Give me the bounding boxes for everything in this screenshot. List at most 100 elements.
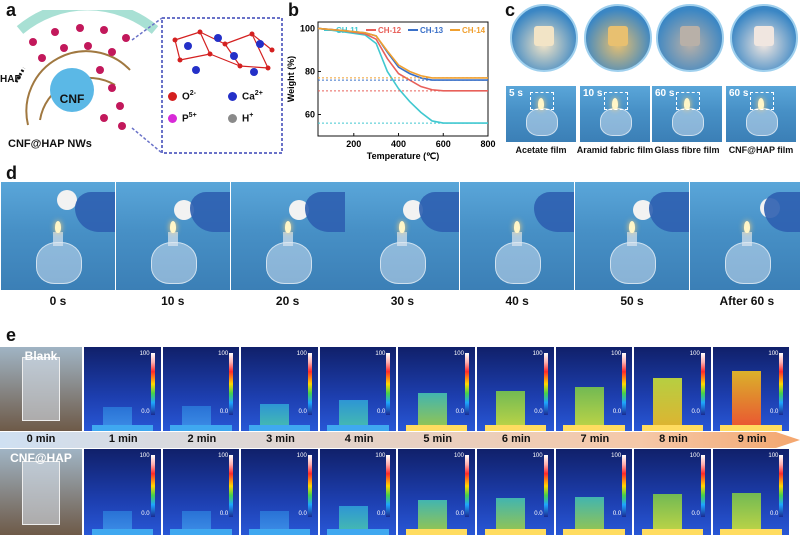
heat-glow <box>417 500 447 529</box>
alcohol-lamp-icon <box>150 242 197 284</box>
scale-min: 0.0 <box>298 409 307 415</box>
legend-p-charge: 5+ <box>188 112 197 119</box>
heat-glow <box>103 511 133 529</box>
scale-min: 0.0 <box>219 409 229 415</box>
beaker-icon <box>22 357 60 421</box>
elapsed-time: 60 s <box>729 88 749 99</box>
flame-icon <box>55 221 61 233</box>
panel-label-c: c <box>505 0 516 20</box>
heat-glow <box>338 400 369 425</box>
heat-glow <box>181 406 211 425</box>
scale-max: 100 <box>375 453 386 459</box>
temperature-colorbar <box>543 455 548 517</box>
scale-max: 100 <box>139 453 150 459</box>
cnf-thermal-frame: 100 0.0 <box>84 449 161 535</box>
timeline-label: 2 min <box>187 433 217 445</box>
timeline-label: 9 min <box>737 433 767 445</box>
cnf-hap-disk-icon <box>173 200 194 220</box>
x-tick-label: 800 <box>480 139 495 149</box>
scale-max: 100 <box>611 351 622 357</box>
temperature-colorbar <box>700 353 705 415</box>
hot-base <box>484 425 546 431</box>
temperature-colorbar <box>229 455 234 517</box>
scale-max: 100 <box>532 351 543 357</box>
film-caption: CNF@HAP film <box>728 145 794 155</box>
hot-base <box>248 425 311 431</box>
temperature-colorbar <box>464 455 469 517</box>
alcohol-lamp-icon <box>724 242 771 284</box>
zoom-box <box>750 92 774 110</box>
blank-photo: Blank <box>0 347 82 431</box>
legend-label: CH-12 <box>378 26 402 35</box>
heat-glow <box>574 497 604 529</box>
lamp-neck <box>741 232 752 246</box>
timeline-label: 7 min <box>580 433 610 445</box>
cnf-thermal-frame: 100 0.0 <box>555 449 633 535</box>
scale-max: 100 <box>375 351 386 357</box>
flame-icon <box>399 221 406 233</box>
gloved-hand-icon <box>649 192 689 232</box>
scale-max: 100 <box>139 351 150 357</box>
tga-chart: 200 400 600 800 60 80 100 Temperature (℃) Weight… <box>286 21 496 161</box>
cnf-thermal-frame: 100 0.0 <box>162 449 240 535</box>
burning-film-icon <box>534 26 554 46</box>
scale-max: 100 <box>218 453 229 459</box>
cnf-thermal-frame: 100 0.0 <box>398 449 475 535</box>
calcium-atom-icon <box>228 92 237 101</box>
scale-min: 0.0 <box>298 511 307 517</box>
burn-time-label: 40 s <box>505 294 529 308</box>
lamp-neck <box>53 232 63 246</box>
elapsed-time: 10 s <box>583 88 603 99</box>
scale-min: 0.0 <box>534 409 543 415</box>
heat-glow <box>103 407 133 425</box>
burn-time-label: 0 s <box>49 294 67 308</box>
scale-max: 100 <box>453 351 464 357</box>
scale-max: 100 <box>611 453 622 459</box>
flame-test-photo: 60 s <box>726 86 796 142</box>
heat-glow <box>496 498 526 529</box>
scale-min: 0.0 <box>219 511 229 517</box>
flame-icon <box>612 98 618 110</box>
heat-glow <box>260 404 290 425</box>
hot-base <box>248 529 311 535</box>
hot-base <box>327 425 389 431</box>
blank-thermal-frame: 100 0.0 <box>241 347 318 431</box>
scale-min: 0.0 <box>770 511 779 517</box>
lamp-neck <box>282 232 293 246</box>
timeline-label: 0 min <box>26 433 56 445</box>
scale-min: 0.0 <box>141 511 150 517</box>
cnf-label: CNF <box>59 92 85 106</box>
flame-icon <box>169 221 176 233</box>
cnf-hap-disk-icon <box>288 200 309 220</box>
alcohol-lamp-icon <box>672 108 704 136</box>
hot-base <box>406 529 468 535</box>
scale-min: 0.0 <box>377 409 386 415</box>
cnf-thermal-frame: 100 0.0 <box>634 449 711 535</box>
scale-min: 0.0 <box>141 409 150 415</box>
scale-max: 100 <box>689 351 700 357</box>
panel-label-b: b <box>288 0 299 20</box>
alcohol-lamp-icon <box>380 242 427 284</box>
hot-base <box>170 425 232 431</box>
legend-o-charge: 2- <box>189 90 197 97</box>
flame-icon <box>758 98 764 110</box>
heat-glow <box>574 387 604 425</box>
scale-max: 100 <box>296 351 307 357</box>
hot-base <box>641 529 704 535</box>
hot-base <box>563 529 625 535</box>
temperature-colorbar <box>700 455 705 517</box>
zoom-circle <box>584 4 652 72</box>
film-caption: Aramid fabric film <box>576 145 654 155</box>
temperature-colorbar <box>150 353 155 415</box>
scale-min: 0.0 <box>455 409 464 415</box>
hap-label: HAP <box>0 74 22 85</box>
scale-max: 100 <box>218 351 229 357</box>
temperature-colorbar <box>307 353 312 415</box>
temperature-colorbar <box>622 455 627 517</box>
heat-glow <box>181 511 211 529</box>
zoom-box <box>604 92 628 110</box>
hot-base <box>484 529 546 535</box>
timeline-arrow <box>0 432 800 448</box>
phosphorus-atom-icon <box>168 114 177 123</box>
heat-glow <box>417 393 447 425</box>
